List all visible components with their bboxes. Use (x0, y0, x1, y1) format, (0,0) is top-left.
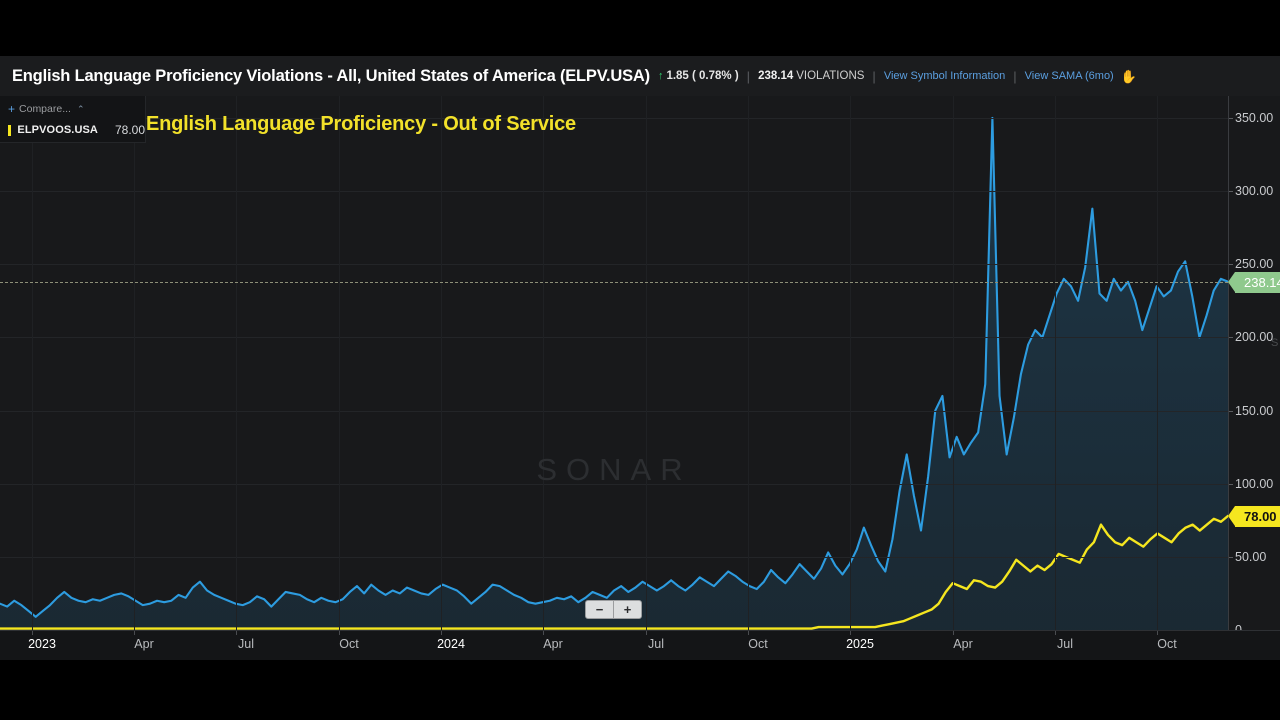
hand-cursor-icon: ✋ (1120, 68, 1137, 84)
x-tick-mark (441, 631, 442, 635)
gridline-vertical (850, 96, 851, 630)
y-tick-label: 100.00 (1235, 476, 1274, 491)
x-tick-label: Apr (543, 637, 563, 651)
x-tick-label: Oct (1157, 637, 1177, 651)
legend-symbol-label: ELPVOOS.USA (17, 124, 98, 136)
change-value: 1.85 ( 0.78% ) (666, 70, 739, 82)
page-title: English Language Proficiency Violations … (12, 66, 650, 85)
y-tick-label: 200.00 (1235, 330, 1274, 345)
gridline-horizontal (0, 556, 1228, 558)
x-tick-label: Jul (1057, 637, 1073, 651)
x-tick-label: Oct (748, 637, 768, 651)
view-sama-link[interactable]: View SAMA (6mo) (1024, 70, 1114, 82)
series-line (0, 116, 1228, 618)
x-tick-label: 2023 (28, 637, 56, 651)
x-tick-mark (646, 631, 647, 635)
x-axis[interactable]: 2023 Apr Jul Oct 2024 Apr Jul Oct 2025 Apr Jul Oct (0, 630, 1280, 660)
current-value: 238.14 (758, 70, 794, 82)
gridline-vertical (953, 96, 954, 630)
legend-symbol-value: 78.00 (114, 123, 145, 137)
series-plot (0, 116, 1228, 630)
zoom-control-divider (613, 601, 614, 618)
gridline-vertical (441, 96, 442, 630)
bottom-letterbox-band (0, 660, 1280, 720)
value-unit: VIOLATIONS (796, 70, 865, 82)
gridline-vertical (543, 96, 544, 630)
compare-row[interactable]: + Compare... ⌃ (8, 102, 145, 116)
gridline-horizontal (0, 483, 1228, 485)
gridline-vertical (339, 96, 340, 630)
y-tick-mark (1229, 483, 1233, 485)
gridline-vertical (236, 96, 237, 630)
x-tick-label: Apr (134, 637, 154, 651)
header-divider-3: | (1013, 68, 1017, 84)
series-area-fill (0, 117, 1228, 630)
x-tick-label: 2025 (846, 637, 874, 651)
x-tick-mark (1055, 631, 1056, 635)
price-tag-violations: 238.14 (1228, 271, 1280, 293)
x-tick-label: Jul (648, 637, 664, 651)
x-tick-mark (748, 631, 749, 635)
gridline-horizontal (0, 337, 1228, 339)
header-divider-2: | (872, 68, 876, 84)
x-tick-label: Jul (238, 637, 254, 651)
gridline-horizontal (0, 410, 1228, 412)
header-divider: | (746, 68, 751, 84)
comparison-legend[interactable]: + Compare... ⌃ ELPVOOS.USA 78.00 (0, 96, 146, 143)
gridline-vertical (134, 96, 135, 630)
x-tick-label: 2024 (437, 637, 465, 651)
gridline-vertical (1055, 96, 1056, 630)
x-tick-label: Oct (339, 637, 359, 651)
x-tick-mark (953, 631, 954, 635)
gridline-vertical (748, 96, 749, 630)
zoom-control[interactable]: − + (585, 600, 642, 619)
sonar-watermark: SONAR (536, 452, 692, 487)
series-line (0, 514, 1228, 630)
x-tick-mark (1157, 631, 1158, 635)
x-tick-label: Apr (953, 637, 973, 651)
change-up-arrow-icon: ↑ (657, 70, 664, 82)
x-tick-mark (339, 631, 340, 635)
y-tick-mark (1229, 556, 1233, 558)
y-axis[interactable]: 050.00100.00150.00200.00250.00300.00350.… (1228, 96, 1280, 636)
gridline-horizontal (0, 191, 1228, 193)
price-tag-out-of-service: 78.00 (1228, 505, 1280, 527)
legend-color-swatch (8, 124, 12, 136)
x-tick-mark (850, 631, 851, 635)
y-tick-mark (1229, 337, 1233, 339)
gridline-vertical (32, 96, 33, 630)
annotation-hline (0, 281, 1228, 283)
zoom-out-button[interactable]: − (595, 602, 604, 617)
x-tick-mark (134, 631, 135, 635)
chevron-up-icon[interactable]: ⌃ (76, 103, 85, 114)
zoom-in-button[interactable]: + (623, 602, 632, 617)
y-tick-label: 350.00 (1235, 110, 1274, 125)
symbol-header: English Language Proficiency Violations … (0, 56, 1280, 96)
y-tick-mark (1229, 264, 1233, 266)
x-tick-mark (32, 631, 33, 635)
edge-partial-label: S (1271, 337, 1279, 349)
plus-icon[interactable]: + (8, 102, 16, 116)
y-tick-label: 300.00 (1235, 184, 1274, 199)
overlay-series-title: English Language Proficiency - Out of Se… (146, 113, 576, 135)
top-letterbox-band (0, 0, 1280, 56)
x-tick-mark (543, 631, 544, 635)
y-tick-mark (1229, 117, 1233, 119)
y-tick-label: 250.00 (1235, 257, 1274, 272)
legend-item-elpvoos[interactable]: ELPVOOS.USA 78.00 (8, 123, 145, 137)
y-tick-mark (1229, 191, 1233, 193)
y-tick-label: 150.00 (1235, 403, 1274, 418)
y-tick-label: 50.00 (1235, 549, 1267, 564)
compare-label[interactable]: Compare... (19, 103, 71, 115)
x-tick-mark (236, 631, 237, 635)
gridline-vertical (1157, 96, 1158, 630)
gridline-horizontal (0, 117, 1228, 119)
gridline-vertical (646, 96, 647, 630)
gridline-horizontal (0, 264, 1228, 266)
view-symbol-information-link[interactable]: View Symbol Information (883, 70, 1006, 82)
y-tick-mark (1229, 410, 1233, 412)
chart-plot-area[interactable]: SONAR (0, 96, 1228, 630)
